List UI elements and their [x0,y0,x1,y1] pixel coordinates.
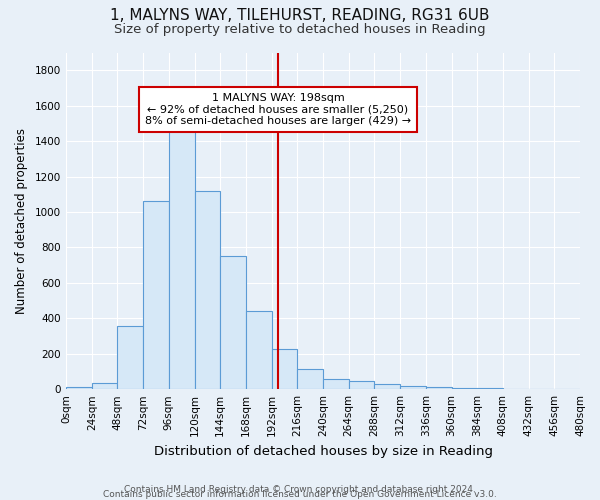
Bar [220,256,246,389]
Bar [400,386,426,389]
Text: 1, MALYNS WAY, TILEHURST, READING, RG31 6UB: 1, MALYNS WAY, TILEHURST, READING, RG31 … [110,8,490,22]
Bar [477,388,503,389]
Bar [246,311,272,389]
Bar [349,381,374,389]
Bar [118,326,143,389]
Text: Contains HM Land Registry data © Crown copyright and database right 2024.: Contains HM Land Registry data © Crown c… [124,485,476,494]
Bar [194,190,220,389]
Bar [374,384,400,389]
Bar [426,386,452,389]
Bar [272,350,298,389]
Bar [323,378,349,389]
Text: Contains public sector information licensed under the Open Government Licence v3: Contains public sector information licen… [103,490,497,499]
X-axis label: Distribution of detached houses by size in Reading: Distribution of detached houses by size … [154,444,493,458]
Text: Size of property relative to detached houses in Reading: Size of property relative to detached ho… [114,22,486,36]
Bar [92,383,118,389]
Bar [66,388,92,389]
Bar [452,388,477,389]
Bar [143,202,169,389]
Bar [503,388,529,389]
Y-axis label: Number of detached properties: Number of detached properties [15,128,28,314]
Bar [298,369,323,389]
Bar [169,130,194,389]
Text: 1 MALYNS WAY: 198sqm
← 92% of detached houses are smaller (5,250)
8% of semi-det: 1 MALYNS WAY: 198sqm ← 92% of detached h… [145,93,411,126]
